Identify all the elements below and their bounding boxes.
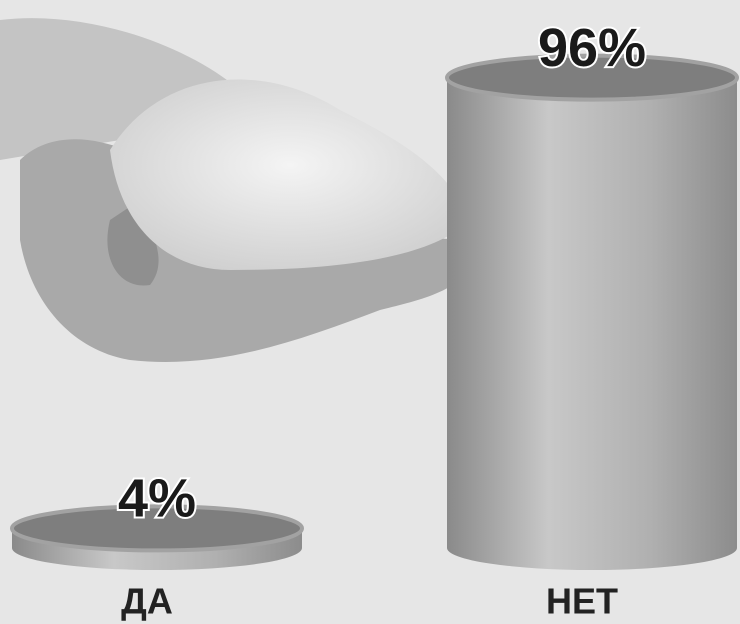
category-label: ДА (121, 581, 173, 622)
value-label: 4% (118, 469, 196, 529)
cylinder-top (10, 504, 304, 553)
cylinder (445, 53, 739, 570)
category-label: НЕТ (546, 581, 618, 622)
cylinder-body (447, 77, 737, 570)
hands-illustration (0, 18, 480, 362)
cylinder-top (445, 53, 739, 102)
value-label: 96% (538, 18, 646, 78)
cylinder (10, 504, 304, 570)
